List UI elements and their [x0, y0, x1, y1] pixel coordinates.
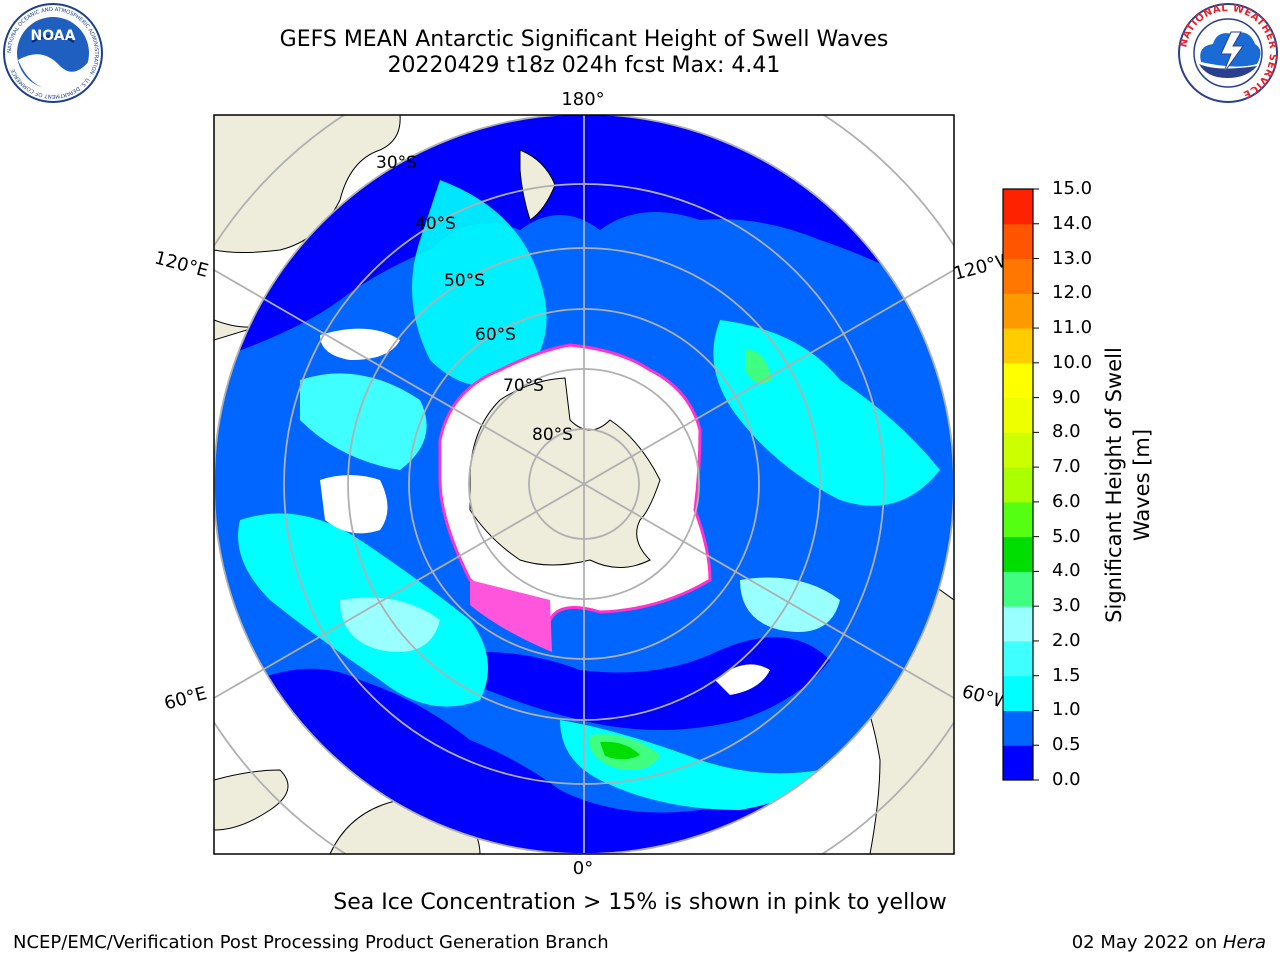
colorbar-segment [1003, 675, 1033, 711]
colorbar-tick-label: 8.0 [1052, 421, 1081, 443]
colorbar-segment [1003, 606, 1033, 642]
sea-ice-note: Sea Ice Concentration > 15% is shown in … [333, 890, 947, 915]
colorbar-segment [1003, 467, 1033, 503]
lon-label-120e: 120°E [152, 247, 210, 281]
chart-subtitle: 20220429 t18z 024h fcst Max: 4.41 [387, 53, 781, 78]
noaa-logo-text: NOAA [31, 28, 76, 44]
colorbar-tick-label: 11.0 [1052, 317, 1093, 339]
colorbar-segment [1003, 501, 1033, 538]
footer-machine: Hera [1222, 932, 1266, 953]
graticule [214, 115, 954, 854]
colorbar-tick-label: 1.0 [1052, 699, 1081, 721]
lat-label-50: 50°S [444, 271, 485, 291]
noaa-logo: NOAA NATIONAL OCEANIC AND ATMOSPHERIC AD… [3, 3, 103, 103]
colorbar-tick-label: 12.0 [1052, 282, 1093, 304]
nws-logo: NATIONAL WEATHER SERVICE [1178, 3, 1278, 103]
colorbar-segment [1003, 189, 1033, 225]
colorbar-tick-label: 15.0 [1052, 178, 1093, 199]
colorbar-tick-label: 14.0 [1052, 212, 1093, 234]
colorbar-tick-label: 4.0 [1052, 560, 1081, 582]
colorbar-tick-label: 13.0 [1052, 247, 1093, 269]
footer-right: 02 May 2022 on Hera [1072, 932, 1266, 953]
colorbar-tick-label: 0.0 [1052, 769, 1081, 790]
lon-label-60e: 60°E [162, 683, 209, 714]
colorbar-tick-label: 2.0 [1052, 629, 1081, 651]
colorbar-label: Significant Height of Swell Waves [m] [1102, 347, 1154, 623]
colorbar-tick-label: 1.5 [1052, 664, 1081, 686]
lat-label-70: 70°S [503, 376, 544, 396]
colorbar-tick-label: 5.0 [1052, 525, 1081, 547]
colorbar-tick-label: 7.0 [1052, 456, 1081, 478]
colorbar-segment [1003, 571, 1033, 607]
lat-label-60: 60°S [475, 325, 516, 345]
colorbar-tick-label: 6.0 [1052, 490, 1081, 512]
lat-label-80: 80°S [532, 425, 573, 445]
colorbar-segment [1003, 710, 1033, 746]
colorbar-tick-label: 10.0 [1052, 351, 1093, 373]
colorbar-segment [1003, 640, 1033, 677]
colorbar-segment [1003, 362, 1033, 399]
colorbar-segment [1003, 258, 1033, 294]
footer-date: 02 May 2022 on [1071, 932, 1223, 953]
colorbar-segment [1003, 536, 1033, 572]
colorbar-segment [1003, 293, 1033, 329]
chart-title: GEFS MEAN Antarctic Significant Height o… [279, 27, 889, 52]
colorbar-segment [1003, 432, 1033, 468]
colorbar-tick-label: 9.0 [1052, 386, 1081, 408]
colorbar-segment [1003, 328, 1033, 364]
colorbar-segment [1003, 745, 1033, 781]
colorbar [1003, 189, 1033, 781]
colorbar-segment [1003, 223, 1033, 260]
lon-label-180: 180° [561, 89, 604, 110]
colorbar-segment [1003, 397, 1033, 433]
footer-left: NCEP/EMC/Verification Post Processing Pr… [13, 932, 609, 953]
colorbar-tick-label: 0.5 [1052, 734, 1081, 756]
lat-label-40: 40°S [415, 214, 456, 234]
lat-label-30: 30°S [376, 153, 417, 173]
colorbar-tick-label: 3.0 [1052, 595, 1081, 617]
lon-label-0: 0° [573, 858, 593, 879]
